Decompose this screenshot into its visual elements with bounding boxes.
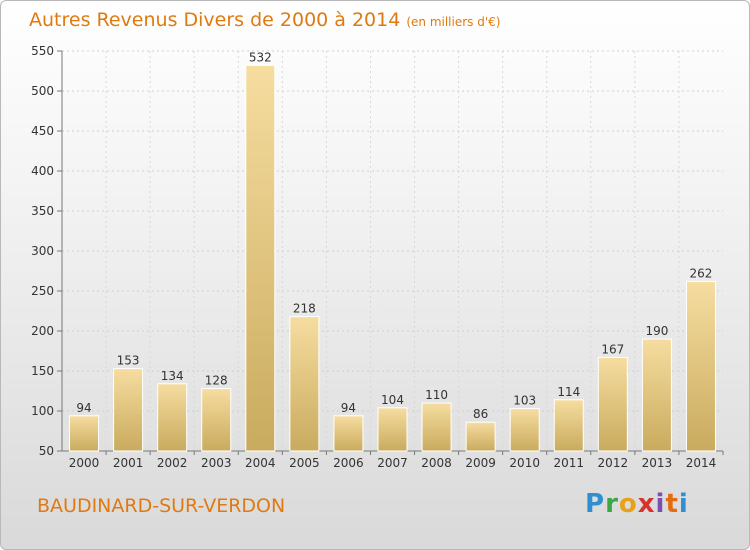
x-tick-label: 2005	[289, 456, 320, 470]
y-tick-label: 450	[31, 124, 54, 138]
data-label: 167	[601, 342, 624, 356]
x-tick-label: 2013	[642, 456, 673, 470]
data-label: 532	[249, 50, 272, 64]
y-tick-label: 150	[31, 364, 54, 378]
bar	[113, 368, 144, 452]
x-tick-label: 2010	[509, 456, 540, 470]
data-label: 103	[513, 394, 536, 408]
x-tick-label: 2006	[333, 456, 364, 470]
place-name: BAUDINARD-SUR-VERDON	[37, 495, 286, 517]
data-label: 128	[205, 374, 228, 388]
bar	[289, 316, 320, 452]
y-tick-label: 250	[31, 284, 54, 298]
y-tick-label: 300	[31, 244, 54, 258]
x-tick-label: 2011	[553, 456, 584, 470]
bar	[465, 421, 496, 452]
data-label: 94	[341, 401, 356, 415]
logo-letter: o	[618, 489, 638, 519]
data-label: 262	[690, 266, 713, 280]
data-label: 104	[381, 393, 404, 407]
x-tick-label: 2001	[113, 456, 144, 470]
logo-letter: x	[637, 489, 656, 519]
chart-title-text: Autres Revenus Divers de 2000 à 2014	[29, 9, 401, 31]
data-label: 134	[161, 369, 184, 383]
bar	[685, 280, 716, 452]
bar	[641, 338, 672, 452]
chart-subtitle: (en milliers d'€)	[406, 15, 501, 29]
logo-letter: i	[678, 489, 689, 519]
y-tick-label: 50	[39, 444, 54, 458]
x-tick-label: 2008	[421, 456, 452, 470]
logo-letter: P	[585, 489, 606, 519]
data-label: 114	[557, 385, 580, 399]
x-tick-label: 2004	[245, 456, 276, 470]
y-tick-label: 400	[31, 164, 54, 178]
bar	[157, 383, 188, 452]
y-tick-label: 500	[31, 84, 54, 98]
logo-letter: i	[655, 489, 666, 519]
bar	[509, 408, 540, 452]
data-label: 218	[293, 302, 316, 316]
bar	[421, 402, 452, 452]
x-tick-label: 2014	[686, 456, 717, 470]
bar	[553, 399, 584, 452]
data-label: 94	[76, 401, 91, 415]
y-tick-label: 550	[31, 44, 54, 58]
bar	[377, 407, 408, 452]
proxiti-logo[interactable]: Proxiti	[585, 489, 689, 519]
x-tick-label: 2003	[201, 456, 232, 470]
chart-title: Autres Revenus Divers de 2000 à 2014 (en …	[29, 9, 500, 31]
y-tick-label: 350	[31, 204, 54, 218]
logo-letter: t	[665, 489, 679, 519]
data-label: 86	[473, 407, 488, 421]
data-label: 110	[425, 388, 448, 402]
bar	[245, 64, 276, 452]
logo-letter: r	[605, 489, 619, 519]
x-tick-label: 2012	[598, 456, 629, 470]
x-tick-label: 2000	[69, 456, 100, 470]
x-tick-label: 2002	[157, 456, 188, 470]
y-tick-label: 100	[31, 404, 54, 418]
bar	[333, 415, 364, 452]
data-label: 153	[117, 354, 140, 368]
data-label: 190	[645, 324, 668, 338]
x-tick-label: 2009	[465, 456, 496, 470]
x-tick-label: 2007	[377, 456, 408, 470]
y-tick-label: 200	[31, 324, 54, 338]
bar	[597, 356, 628, 452]
bar	[69, 415, 100, 452]
bar	[201, 388, 232, 452]
